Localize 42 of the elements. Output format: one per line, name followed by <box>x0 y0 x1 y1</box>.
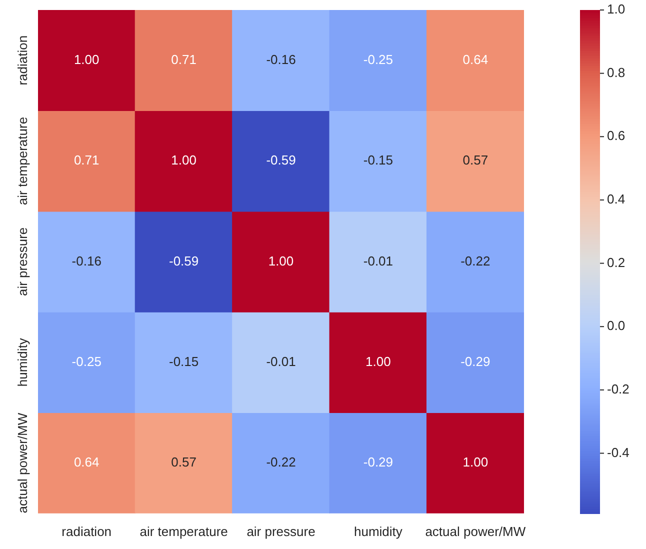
x-tick-label: humidity <box>354 524 403 539</box>
color-bar-label: 0.2 <box>607 254 626 270</box>
x-tick-label: air temperature <box>140 524 228 539</box>
color-bar-label: -0.4 <box>607 444 630 460</box>
y-tick-label: radiation <box>15 35 30 86</box>
color-bar-label: 0.4 <box>607 192 626 207</box>
x-tick-label: radiation <box>62 524 112 539</box>
color-bar-label: 1.0 <box>607 2 626 17</box>
data-label: 1.00 <box>268 253 294 268</box>
data-label: -0.22 <box>266 454 296 470</box>
data-label: 0.57 <box>171 454 196 470</box>
data-label: 1.00 <box>74 52 100 67</box>
data-label: 1.00 <box>462 454 488 470</box>
data-label: -0.01 <box>363 253 394 268</box>
data-label: -0.22 <box>460 253 490 268</box>
data-label: -0.16 <box>266 52 296 67</box>
data-label: -0.01 <box>266 354 296 369</box>
y-tick-label: air pressure <box>15 227 30 296</box>
x-tick-label: actual power/MW <box>425 524 526 539</box>
data-label: -0.59 <box>266 152 296 168</box>
data-label: -0.25 <box>72 354 102 369</box>
data-label: 0.71 <box>74 152 100 168</box>
data-label: -0.29 <box>363 454 394 470</box>
data-label: 0.57 <box>462 152 488 168</box>
data-label: 1.00 <box>366 354 391 369</box>
color-bar-label: 0.8 <box>607 64 626 80</box>
x-tick-label: air pressure <box>246 524 316 539</box>
data-label: 1.00 <box>171 152 196 168</box>
y-tick-label: humidity <box>15 338 30 387</box>
y-tick-label: air temperature <box>15 116 30 206</box>
data-label: -0.25 <box>363 52 394 67</box>
data-label: -0.29 <box>460 354 490 369</box>
data-label: 0.71 <box>171 52 196 67</box>
data-label: 0.64 <box>462 52 488 67</box>
color-bar-label: 0.0 <box>607 318 626 334</box>
data-label: -0.59 <box>168 253 199 268</box>
color-bar-label: -0.2 <box>607 382 630 397</box>
data-label: -0.15 <box>168 354 199 369</box>
data-label: 0.64 <box>74 454 100 470</box>
data-label: -0.15 <box>363 152 394 168</box>
data-label: -0.16 <box>72 253 102 268</box>
color-bar-label: 0.6 <box>607 128 626 144</box>
